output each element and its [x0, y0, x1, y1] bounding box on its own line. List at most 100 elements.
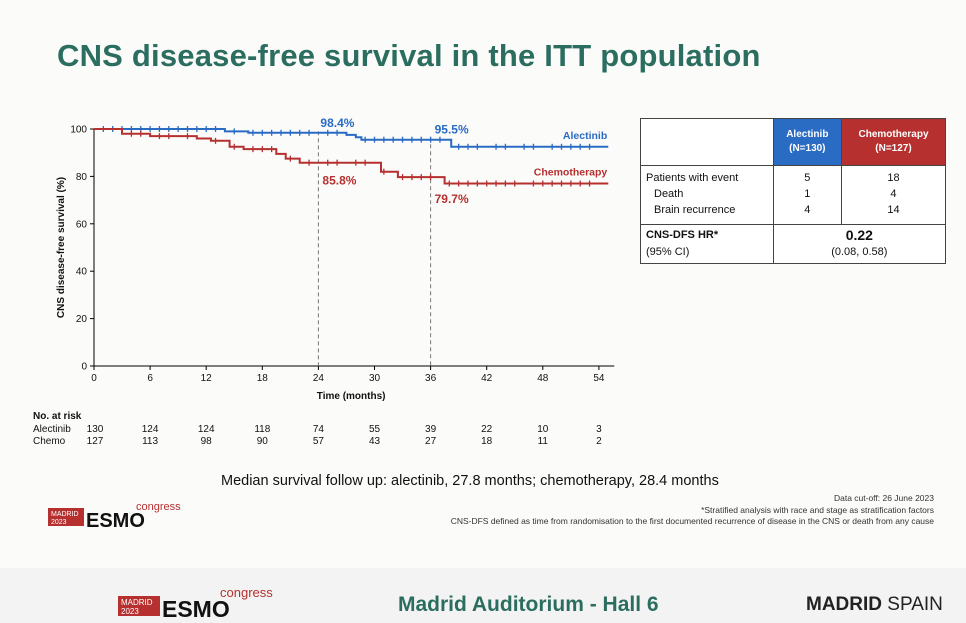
esmo-logo-small: MADRID 2023 ESMO congress [48, 501, 181, 530]
x-tick-label: 12 [201, 373, 213, 384]
at-risk-value: 124 [198, 424, 215, 435]
y-tick-label: 20 [76, 314, 88, 325]
events-chemotherapy: 18 4 14 [840, 165, 947, 225]
at-risk-title: No. at risk [33, 411, 82, 422]
city-bold: MADRID [806, 594, 882, 615]
events-alectinib: 5 1 4 [772, 165, 842, 225]
at-risk-value: 10 [537, 424, 549, 435]
annotation-chemotherapy: 85.8% [322, 174, 356, 188]
at-risk-value: 74 [313, 424, 325, 435]
x-tick-label: 6 [147, 373, 153, 384]
hr-label: CNS-DFS HR* [646, 229, 719, 241]
x-axis-title: Time (months) [317, 391, 386, 402]
series-line-chemotherapy [94, 128, 609, 185]
y-tick-label: 60 [76, 219, 88, 230]
hr-values: 0.22 (0.08, 0.58) [772, 224, 947, 264]
header-chemotherapy: Chemotherapy (N=127) [840, 118, 947, 166]
page-title: CNS disease-free survival in the ITT pop… [57, 38, 761, 73]
logo-bottom-badge [118, 596, 160, 616]
country: SPAIN [887, 594, 943, 615]
y-tick-label: 0 [81, 362, 87, 373]
logo-small-suffix: congress [136, 501, 181, 513]
annotation-alectinib: 95.5% [435, 123, 469, 137]
header-alectinib: Alectinib (N=130) [772, 118, 842, 166]
footnote-cutoff: Data cut-off: 26 June 2023 [833, 493, 934, 503]
at-risk-value: 2 [596, 436, 602, 447]
at-risk-label: Chemo [33, 436, 66, 447]
header-alectinib-n: (N=130) [789, 143, 826, 154]
logo-small-badge [48, 508, 84, 526]
at-risk-value: 127 [87, 436, 104, 447]
bottom-bar [0, 578, 966, 623]
logo-bottom-year: 2023 [121, 607, 139, 616]
logo-bottom-brand: ESMO [162, 596, 230, 620]
footnote-stratified: *Stratified analysis with race and stage… [701, 505, 934, 515]
at-risk-value: 118 [254, 424, 270, 435]
x-tick-label: 0 [91, 373, 97, 384]
row-label-death: Death [654, 188, 684, 200]
cell-alectinib-events: 5 [804, 172, 811, 184]
venue-label: Madrid Auditorium - Hall 6 [398, 593, 659, 616]
logo-bottom-city: MADRID [121, 598, 153, 607]
at-risk-value: 18 [481, 436, 493, 447]
y-tick-label: 100 [70, 125, 87, 136]
at-risk-value: 27 [425, 436, 437, 447]
slide: CNS disease-free survival in the ITT pop… [33, 38, 947, 530]
median-followup: Median survival follow up: alectinib, 27… [221, 473, 719, 489]
table-row-hr: CNS-DFS HR* (95% CI) 0.22 (0.08, 0.58) [640, 224, 947, 264]
logo-small-city: MADRID [51, 511, 79, 518]
events-labels: Patients with event Death Brain recurren… [640, 165, 774, 225]
hr-value: 0.22 [845, 227, 873, 243]
header-chemo-name: Chemotherapy [858, 129, 929, 140]
x-tick-label: 18 [257, 373, 269, 384]
city-label: MADRID SPAIN [806, 594, 943, 616]
at-risk-value: 55 [369, 424, 381, 435]
x-tick-label: 30 [369, 373, 381, 384]
logo-small-brand: ESMO [86, 510, 145, 530]
ci-label: (95% CI) [646, 246, 690, 258]
table-corner [640, 118, 774, 166]
series-label-alectinib: Alectinib [563, 130, 607, 142]
at-risk-value: 124 [142, 424, 159, 435]
at-risk-value: 90 [257, 436, 269, 447]
at-risk-value: 113 [142, 436, 158, 447]
annotation-alectinib: 98.4% [320, 116, 354, 130]
x-tick-label: 42 [481, 373, 493, 384]
y-tick-label: 40 [76, 267, 88, 278]
km-chart: 0 20 40 60 80 100 0 6 12 18 24 30 36 42 48 54 Time (mont… [33, 116, 615, 447]
cell-alectinib-brain: 4 [804, 204, 811, 216]
row-label-brain: Brain recurrence [654, 204, 736, 216]
cell-alectinib-death: 1 [804, 188, 811, 200]
at-risk-value: 22 [481, 424, 493, 435]
x-tick-label: 36 [425, 373, 437, 384]
esmo-logo-bottom: MADRID 2023 ESMO congress [118, 585, 273, 620]
at-risk-value: 11 [538, 436, 549, 447]
footnote-definition: CNS-DFS defined as time from randomisati… [450, 516, 934, 526]
x-tick-label: 48 [537, 373, 549, 384]
y-axis-title: CNS disease-free survival (%) [56, 177, 67, 318]
table-row-events: Patients with event Death Brain recurren… [640, 165, 947, 225]
series-line-alectinib [94, 128, 609, 148]
cell-chemo-death: 4 [890, 188, 897, 200]
at-risk-value: 57 [313, 436, 325, 447]
annotation-chemotherapy: 79.7% [435, 192, 469, 206]
hr-labels: CNS-DFS HR* (95% CI) [640, 224, 774, 264]
at-risk-value: 3 [596, 424, 602, 435]
cell-chemo-brain: 14 [887, 204, 900, 216]
logo-bottom-suffix: congress [220, 585, 273, 600]
ci-value: (0.08, 0.58) [831, 246, 888, 258]
series-label-chemotherapy: Chemotherapy [534, 167, 608, 179]
at-risk-value: 130 [87, 424, 104, 435]
at-risk-label: Alectinib [33, 424, 71, 435]
x-tick-label: 54 [593, 373, 605, 384]
logo-small-year: 2023 [51, 519, 67, 526]
at-risk-value: 39 [425, 424, 437, 435]
at-risk-value: 98 [201, 436, 213, 447]
row-label-events: Patients with event [646, 172, 739, 184]
y-tick-label: 80 [76, 172, 88, 183]
header-alectinib-name: Alectinib [786, 129, 829, 140]
summary-table: Alectinib (N=130) Chemotherapy (N=127) P… [640, 118, 947, 264]
x-tick-label: 24 [313, 373, 325, 384]
at-risk-value: 43 [369, 436, 381, 447]
header-chemo-n: (N=127) [875, 143, 912, 154]
